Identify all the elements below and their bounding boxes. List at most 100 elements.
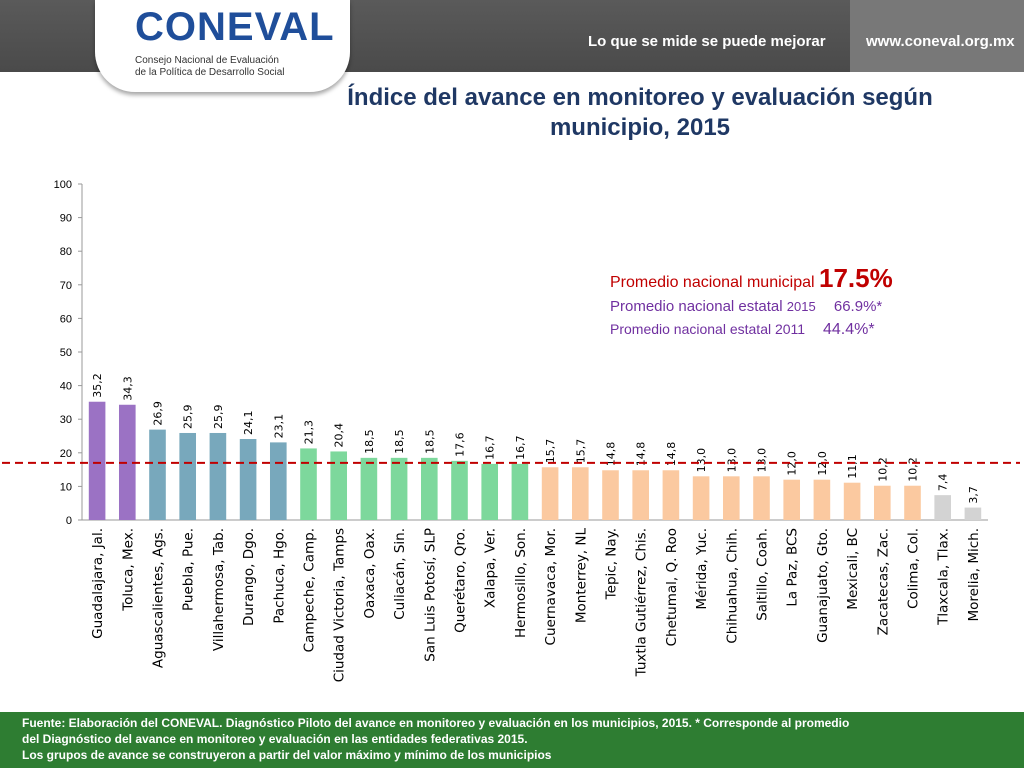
legend-estatal-2015: Promedio nacional estatal 2015 66.9%*	[610, 297, 1010, 317]
category-label: San Luis Potosí, SLP	[422, 528, 438, 662]
legend-municipal-value: 17.5%	[819, 263, 893, 293]
data-label: 23,1	[272, 414, 285, 439]
category-label: Durango, Dgo.	[241, 528, 257, 626]
data-label: 25,9	[182, 404, 195, 429]
legend-municipal-label: Promedio nacional municipal	[610, 274, 815, 291]
category-label: Xalapa, Ver.	[483, 528, 499, 608]
data-label: 14,8	[665, 442, 678, 467]
header-website-panel	[850, 0, 1024, 72]
category-label: Querétaro, Qro.	[453, 528, 469, 633]
chart-title-line1: Índice del avance en monitoreo y evaluac…	[347, 84, 933, 111]
logo-subtitle-line1: Consejo Nacional de Evaluación	[135, 55, 279, 66]
bar	[964, 507, 982, 520]
category-label: Mérida, Yuc.	[694, 528, 710, 610]
data-label: 18,5	[393, 429, 406, 454]
website-link[interactable]: www.coneval.org.mx	[866, 33, 1015, 50]
category-label: Colima, Col.	[906, 528, 922, 609]
bar	[300, 448, 317, 520]
category-label: Hermosillo, Son.	[513, 528, 529, 638]
category-label: Pachuca, Hgo.	[271, 528, 287, 624]
source-note-line2: del Diagnóstico del avance en monitoreo …	[22, 732, 528, 746]
data-label: 25,9	[212, 404, 225, 429]
legend-estatal-2011: Promedio nacional estatal 2011 44.4%*	[610, 319, 1010, 340]
data-label: 21,3	[303, 420, 316, 445]
logo-tab	[95, 0, 350, 92]
bar	[269, 442, 287, 520]
data-label: 35,2	[91, 373, 104, 398]
category-label: Tlaxcala, Tlax.	[936, 528, 952, 626]
category-label: Culiacán, Sin.	[392, 528, 408, 620]
data-label: 17,6	[454, 432, 467, 457]
bar	[360, 457, 378, 520]
logo-subtitle-line2: de la Política de Desarrollo Social	[135, 67, 285, 78]
y-tick-label: 30	[60, 414, 72, 426]
y-tick-label: 20	[60, 448, 72, 460]
bar	[451, 460, 468, 520]
category-label: Toluca, Mex.	[120, 528, 136, 612]
averages-legend: Promedio nacional municipal 17.5% Promed…	[610, 263, 1010, 340]
data-label: 3,7	[967, 486, 980, 504]
y-tick-label: 60	[60, 313, 72, 325]
category-label: Tepic, Nay.	[604, 528, 620, 600]
bar	[571, 467, 589, 520]
bar-chart: 0 10 20 30 40 50 60 70 80 90 100 35,2 Guadalajara, J…	[2, 179, 1020, 682]
chart-title-line2: municipio, 2015	[549, 114, 731, 141]
category-label: Zacatecas, Zac.	[875, 528, 891, 635]
legend-estatal-2015-label: Promedio nacional estatal	[610, 298, 783, 315]
data-label: 18,5	[363, 429, 376, 454]
bar	[662, 470, 680, 520]
bar	[541, 467, 559, 520]
source-note: Fuente: Elaboración del CONEVAL. Diagnós…	[22, 715, 1007, 763]
bar	[390, 457, 408, 520]
bar	[632, 470, 650, 520]
category-label: Cuernavaca, Mor.	[543, 528, 559, 645]
category-label: Villahermosa, Tab.	[211, 528, 227, 651]
legend-estatal-2011-value: 44.4%*	[822, 321, 875, 338]
category-label: Saltillo, Coah.	[755, 528, 771, 621]
category-label: Ciudad Victoria, Tamps	[332, 528, 348, 682]
category-label: Puebla, Pue.	[181, 528, 197, 611]
data-label: 10,2	[907, 457, 920, 482]
legend-estatal-2015-year: 2015	[786, 299, 816, 314]
chart-title: Índice del avance en monitoreo y evaluac…	[280, 83, 1000, 143]
y-tick-label: 10	[60, 481, 72, 493]
legend-estatal-2015-value: 66.9%*	[833, 298, 883, 315]
y-tick-label: 40	[60, 381, 72, 393]
bar	[602, 470, 619, 520]
bar	[843, 482, 861, 520]
bar	[813, 479, 831, 520]
category-label: Oaxaca, Oax.	[362, 528, 378, 619]
category-label: Guanajuato, Gto.	[815, 528, 831, 643]
data-label: 13,0	[695, 448, 708, 473]
y-tick-label: 0	[66, 515, 72, 527]
bar	[330, 451, 348, 520]
bar	[904, 485, 921, 520]
category-label: Aguascalientes, Ags.	[151, 528, 167, 668]
bar	[239, 439, 257, 520]
slogan: Lo que se mide se puede mejorar	[588, 33, 826, 50]
category-label: Tuxtla Gutiérrez, Chis.	[634, 528, 650, 677]
data-label: 20,4	[333, 423, 346, 448]
bar	[783, 479, 801, 520]
category-label: La Paz, BCS	[785, 528, 801, 607]
coneval-logo[interactable]: CONEVAL	[135, 5, 335, 49]
data-label: 14,8	[605, 442, 618, 467]
bar	[420, 457, 438, 520]
data-label: 26,9	[152, 401, 165, 426]
data-label: 18,5	[423, 429, 436, 454]
y-tick-label: 70	[60, 280, 72, 292]
data-label: 11,1	[846, 454, 859, 479]
data-label: 7,4	[937, 474, 950, 492]
data-label: 16,7	[484, 435, 497, 460]
bar	[179, 432, 197, 520]
data-label: 14,8	[635, 442, 648, 467]
y-tick-label: 100	[54, 179, 72, 191]
y-tick-label: 80	[60, 246, 72, 258]
legend-municipal: Promedio nacional municipal 17.5%	[610, 263, 1010, 295]
data-label: 10,2	[876, 457, 889, 482]
data-label: 13,0	[756, 448, 769, 473]
bar	[753, 476, 770, 520]
bar	[873, 485, 891, 520]
bar	[692, 476, 710, 520]
data-label: 15,7	[574, 439, 587, 464]
